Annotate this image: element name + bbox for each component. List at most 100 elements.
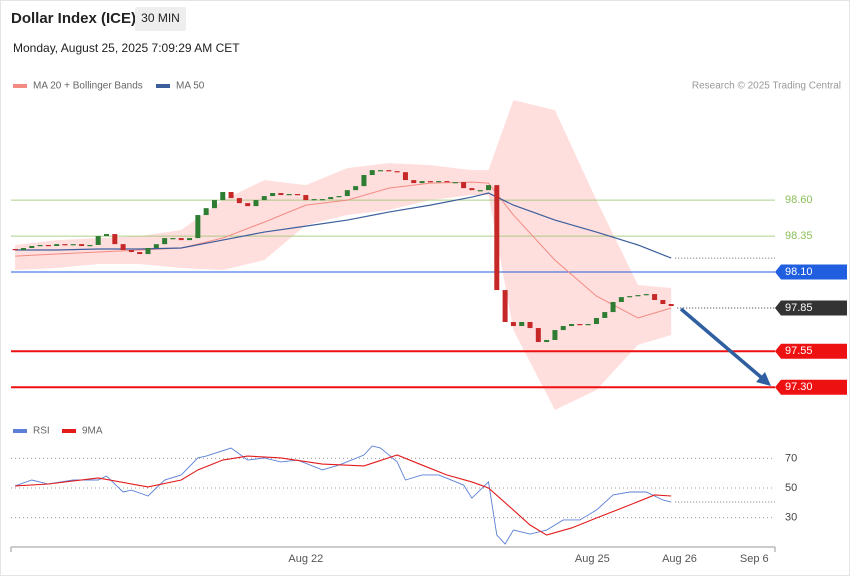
candle (328, 197, 334, 200)
candle (668, 304, 674, 307)
candle (245, 203, 251, 207)
candle (627, 296, 633, 298)
legend-label: MA 50 (176, 81, 205, 92)
candle (153, 244, 159, 249)
interval-box (135, 7, 186, 31)
level-label: 97.55 (785, 345, 813, 357)
candle (353, 186, 359, 191)
arrow-shaft (679, 307, 764, 380)
level-label: 98.35 (785, 230, 813, 242)
level-tag (775, 264, 847, 280)
candle (469, 188, 475, 191)
candle (660, 299, 666, 305)
candle (311, 199, 317, 201)
candle (12, 249, 18, 251)
candle (593, 317, 599, 325)
plot-layer: MA 20 + Bollinger Bands MA 50 98.60 98.35 98… (10, 81, 847, 565)
ma-line (15, 192, 672, 259)
candle (270, 193, 276, 197)
band-layer (15, 100, 672, 410)
candle (378, 170, 384, 172)
candle (452, 182, 458, 184)
level-tag (775, 343, 847, 359)
candle (29, 245, 35, 249)
x-tick-label: Aug 22 (288, 553, 323, 565)
candle (585, 324, 591, 326)
candle (54, 244, 60, 246)
candle (104, 234, 109, 237)
candle (112, 234, 118, 245)
candle (486, 185, 491, 191)
candle (344, 190, 350, 197)
candle (170, 238, 176, 240)
candle (145, 248, 151, 255)
candle (577, 324, 583, 326)
x-tick-label: Sep 6 (740, 553, 769, 565)
level-label: 97.30 (785, 381, 813, 393)
level-tag (775, 300, 847, 316)
candle (544, 339, 550, 343)
candle (211, 200, 217, 209)
candle (402, 172, 408, 181)
legend-label: MA 20 + Bollinger Bands (33, 81, 143, 92)
candle (560, 326, 566, 331)
candle (178, 238, 184, 241)
candle (444, 181, 450, 183)
candle (411, 180, 417, 184)
candle (37, 244, 43, 247)
credit: Research © 2025 Trading Central (692, 81, 841, 92)
timestamp: Monday, August 25, 2025 7:09:29 AM CET (13, 41, 240, 55)
chart-title: Dollar Index (ICE) (11, 10, 136, 27)
forecast-arrow (679, 307, 771, 386)
candle (461, 182, 467, 189)
candle (203, 208, 209, 216)
candle (220, 192, 226, 201)
candle (643, 294, 649, 296)
candle (20, 248, 26, 251)
level-label: 98.60 (785, 194, 813, 206)
level-label: 98.10 (785, 266, 813, 278)
candle (510, 322, 516, 327)
candle (87, 244, 93, 247)
candle (303, 195, 309, 201)
candle (187, 238, 193, 241)
candle (128, 250, 134, 253)
candle (427, 181, 433, 183)
candle (361, 175, 367, 187)
level-label: 97.85 (785, 302, 813, 314)
candle (652, 294, 658, 300)
candle (120, 244, 126, 251)
candle (494, 185, 500, 291)
candle (62, 244, 68, 246)
legend-label: 9MA (82, 426, 103, 437)
y-tick-label: 50 (785, 482, 797, 494)
candle (394, 171, 400, 173)
candle (502, 290, 508, 323)
candle (569, 324, 575, 327)
candle (236, 198, 242, 204)
candle (286, 194, 292, 196)
candle (618, 297, 624, 302)
candle (336, 196, 342, 198)
bollinger-band (15, 100, 672, 410)
y-tick-label: 30 (785, 512, 797, 524)
candle (261, 196, 267, 201)
legend-label: RSI (33, 426, 50, 437)
candle (436, 181, 442, 183)
candle (45, 244, 51, 247)
candle (137, 252, 143, 255)
candle (162, 238, 168, 245)
candle (602, 312, 608, 318)
candle (95, 236, 101, 245)
indicator-line (15, 454, 672, 536)
candle (535, 328, 541, 343)
candle (79, 244, 85, 246)
candle (228, 192, 234, 199)
candle (519, 322, 525, 327)
y-tick-label: 70 (785, 452, 797, 464)
level-tag (775, 379, 847, 395)
candle (195, 215, 201, 239)
